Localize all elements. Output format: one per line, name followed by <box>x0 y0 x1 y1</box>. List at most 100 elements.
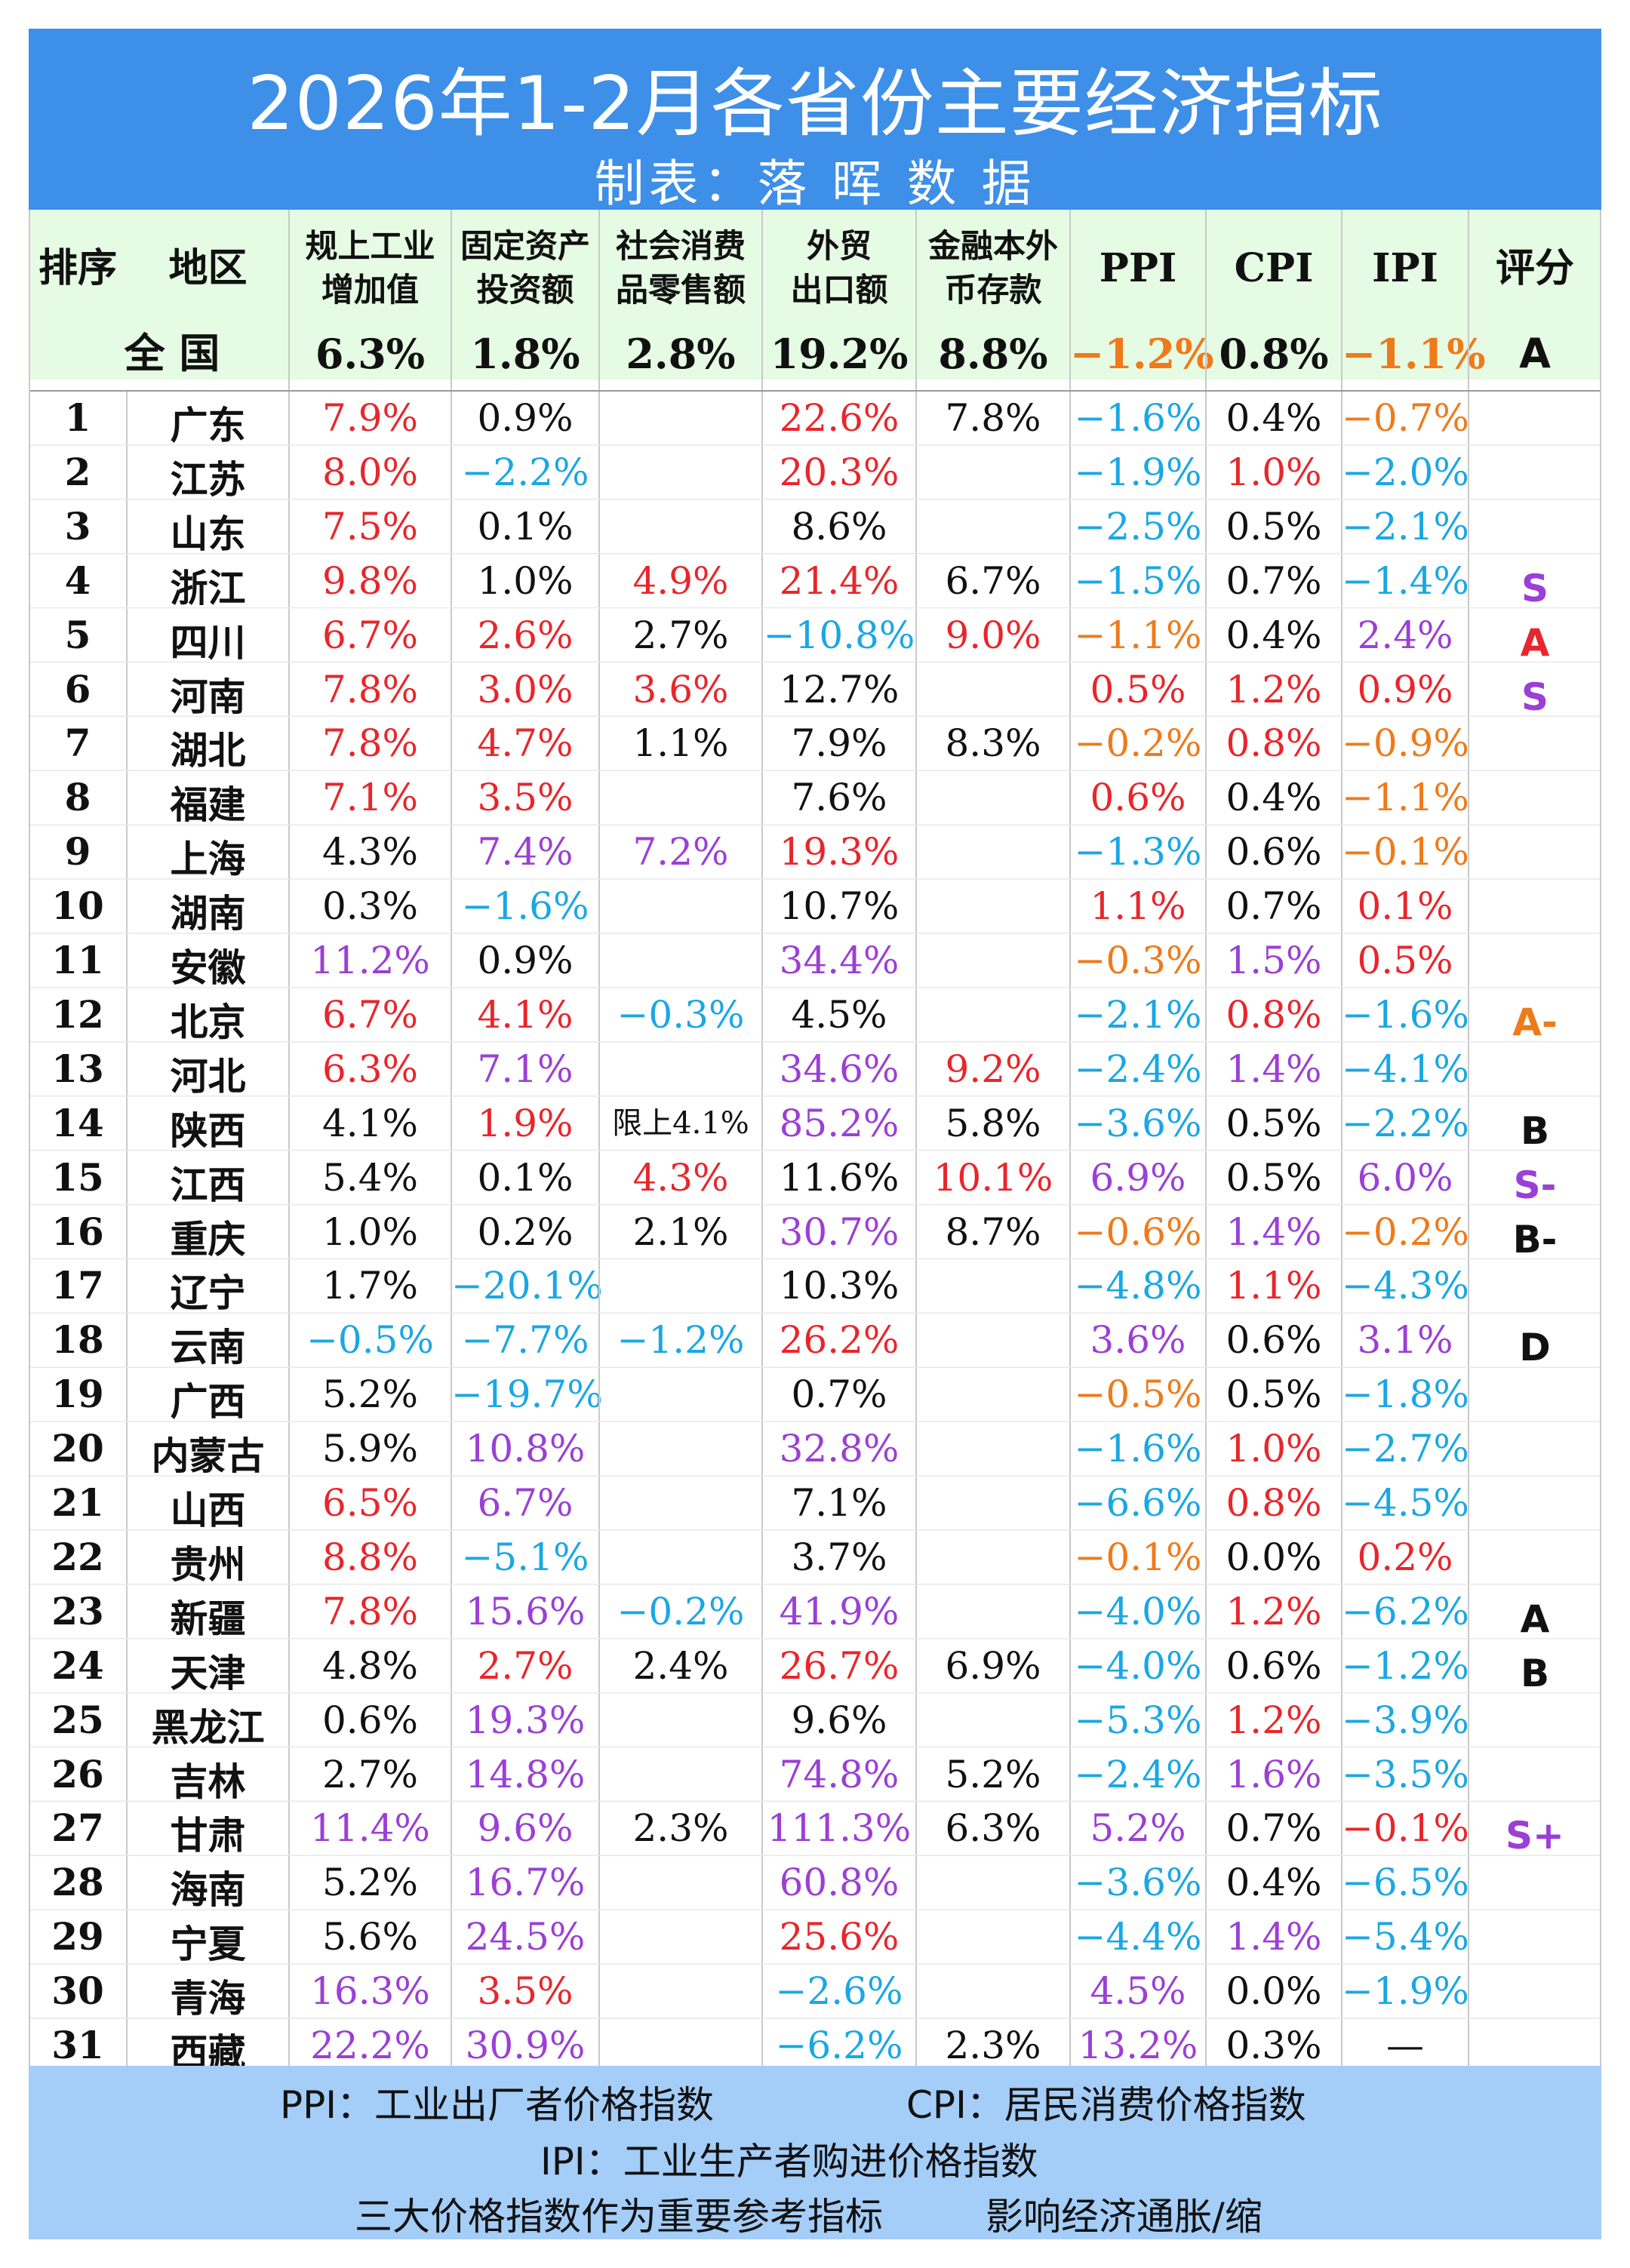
cell-cpi: 1.4% <box>1226 1915 1322 1959</box>
cell-rating: S+ <box>1505 1814 1564 1858</box>
header-export: 外贸 出口额 <box>790 227 888 309</box>
cell-ppi: −0.3% <box>1074 939 1202 982</box>
footer-ipi-note: IPI：工业生产者购进价格指数 <box>540 2140 1038 2183</box>
cell-export: 11.6% <box>779 1155 900 1200</box>
cell-investment: 9.6% <box>477 1806 574 1851</box>
cell-region: 广西 <box>170 1380 246 1424</box>
cell-cpi: 0.5% <box>1226 504 1322 549</box>
footer-ppi-note: PPI：工业出厂者价格指数 <box>280 2083 715 2127</box>
cell-cpi: 1.0% <box>1226 1427 1322 1471</box>
cell-industry: 22.2% <box>310 2024 430 2067</box>
cell-rank: 16 <box>51 1209 104 1254</box>
cell-export: 4.5% <box>791 992 887 1037</box>
cell-rank: 7 <box>64 721 91 766</box>
cell-region: 陕西 <box>170 1108 246 1153</box>
cell-cpi: 0.6% <box>1226 1643 1322 1688</box>
cell-ipi: −0.9% <box>1342 721 1469 766</box>
header-investment: 固定资产 投资额 <box>460 227 590 309</box>
cell-export: 32.8% <box>779 1427 900 1471</box>
cell-ipi: −2.1% <box>1342 504 1469 549</box>
cell-export: 25.6% <box>779 1915 900 1959</box>
cell-ipi: −3.5% <box>1342 1752 1469 1796</box>
cell-rank: 12 <box>51 991 104 1037</box>
cell-ppi: −1.1% <box>1074 613 1202 657</box>
cell-investment: 19.3% <box>465 1698 586 1742</box>
cell-ppi: −0.6% <box>1074 1209 1202 1254</box>
cell-ipi: — <box>1386 2024 1424 2067</box>
cell-export: 41.9% <box>779 1589 900 1633</box>
cell-ipi: −6.5% <box>1342 1861 1469 1905</box>
cell-region: 青海 <box>170 1977 246 2021</box>
cell-region: 重庆 <box>170 1217 246 1262</box>
cell-rank: 28 <box>51 1860 104 1905</box>
cell-ppi: −1.5% <box>1074 558 1202 603</box>
cell-rank: 17 <box>51 1263 104 1308</box>
cell-region: 辽宁 <box>170 1271 246 1316</box>
cell-ppi: 1.1% <box>1090 884 1186 929</box>
national-ipi: −1.1% <box>1342 330 1486 378</box>
cell-region: 海南 <box>170 1868 246 1913</box>
cell-ppi: 4.5% <box>1090 1969 1186 2014</box>
header-ppi: PPI <box>1099 244 1177 291</box>
cell-investment: −1.6% <box>461 884 589 929</box>
cell-investment: 7.1% <box>477 1046 574 1091</box>
cell-investment: −2.2% <box>461 450 589 494</box>
national-rating: A <box>1519 330 1551 377</box>
cell-investment: 0.1% <box>477 504 574 549</box>
cell-export: −6.2% <box>775 2024 903 2067</box>
cell-ppi: −0.2% <box>1074 721 1202 766</box>
cell-industry: 1.7% <box>321 1264 419 1308</box>
cell-cpi: 0.8% <box>1226 1481 1322 1525</box>
cell-investment: 16.7% <box>465 1861 586 1905</box>
cell-cpi: 1.1% <box>1226 1264 1322 1308</box>
cell-retail: 2.4% <box>632 1643 729 1688</box>
cell-industry: 5.9% <box>321 1427 419 1471</box>
cell-ipi: 0.9% <box>1357 667 1453 711</box>
cell-ipi: −3.9% <box>1342 1698 1469 1742</box>
cell-region: 四川 <box>170 620 246 665</box>
cell-rank: 3 <box>64 503 91 549</box>
cell-ipi: −4.3% <box>1342 1264 1469 1308</box>
footer-inflation-note: 影响经济通胀/缩 <box>986 2195 1262 2239</box>
cell-ppi: −0.5% <box>1074 1372 1202 1417</box>
cell-cpi: 0.4% <box>1226 613 1322 657</box>
cell-ppi: −4.8% <box>1074 1264 1202 1308</box>
header-deposit: 金融本外 币存款 <box>928 227 1058 309</box>
cell-region: 上海 <box>170 837 246 882</box>
cell-deposit: 9.2% <box>945 1046 1041 1091</box>
cell-deposit: 6.7% <box>945 558 1041 603</box>
cell-cpi: 1.5% <box>1226 939 1322 982</box>
cell-ipi: −0.1% <box>1342 830 1469 874</box>
cell-investment: 3.5% <box>477 1969 574 2014</box>
cell-ipi: −2.2% <box>1342 1101 1469 1145</box>
cell-deposit: 6.9% <box>945 1643 1041 1688</box>
cell-ppi: 5.2% <box>1090 1806 1186 1851</box>
cell-retail: 4.9% <box>632 558 729 603</box>
cell-rank: 18 <box>51 1317 104 1363</box>
cell-ipi: 0.5% <box>1357 939 1453 982</box>
cell-export: −2.6% <box>775 1969 903 2014</box>
cell-export: 12.7% <box>779 667 900 711</box>
cell-rank: 23 <box>51 1588 104 1633</box>
cell-industry: 7.8% <box>321 1589 419 1633</box>
cell-cpi: 1.6% <box>1226 1752 1322 1796</box>
cell-region: 广东 <box>170 404 246 447</box>
national-export: 19.2% <box>770 330 909 378</box>
cell-retail: 2.1% <box>632 1209 729 1254</box>
cell-rank: 20 <box>51 1426 104 1471</box>
cell-export: 10.7% <box>779 884 900 929</box>
cell-industry: 7.1% <box>321 776 419 820</box>
header-retail: 社会消费 品零售额 <box>616 227 746 309</box>
table-sheet: 2026年1-2月各省份主要经济指标 制表：落 晖 数 据 排序 地区 规上工业 增… <box>29 29 1601 2239</box>
cell-deposit: 5.2% <box>945 1752 1041 1796</box>
cell-deposit: 10.1% <box>933 1155 1053 1200</box>
cell-export: 19.3% <box>779 830 900 874</box>
cell-region: 黑龙江 <box>151 1705 265 1750</box>
cell-ppi: −4.0% <box>1074 1589 1202 1633</box>
national-cpi: 0.8% <box>1219 330 1329 378</box>
cell-investment: 0.9% <box>477 396 574 440</box>
cell-investment: 30.9% <box>465 2024 586 2067</box>
cell-ipi: −2.7% <box>1342 1427 1469 1471</box>
cell-ppi: 3.6% <box>1090 1318 1186 1363</box>
cell-ipi: 2.4% <box>1357 613 1453 657</box>
